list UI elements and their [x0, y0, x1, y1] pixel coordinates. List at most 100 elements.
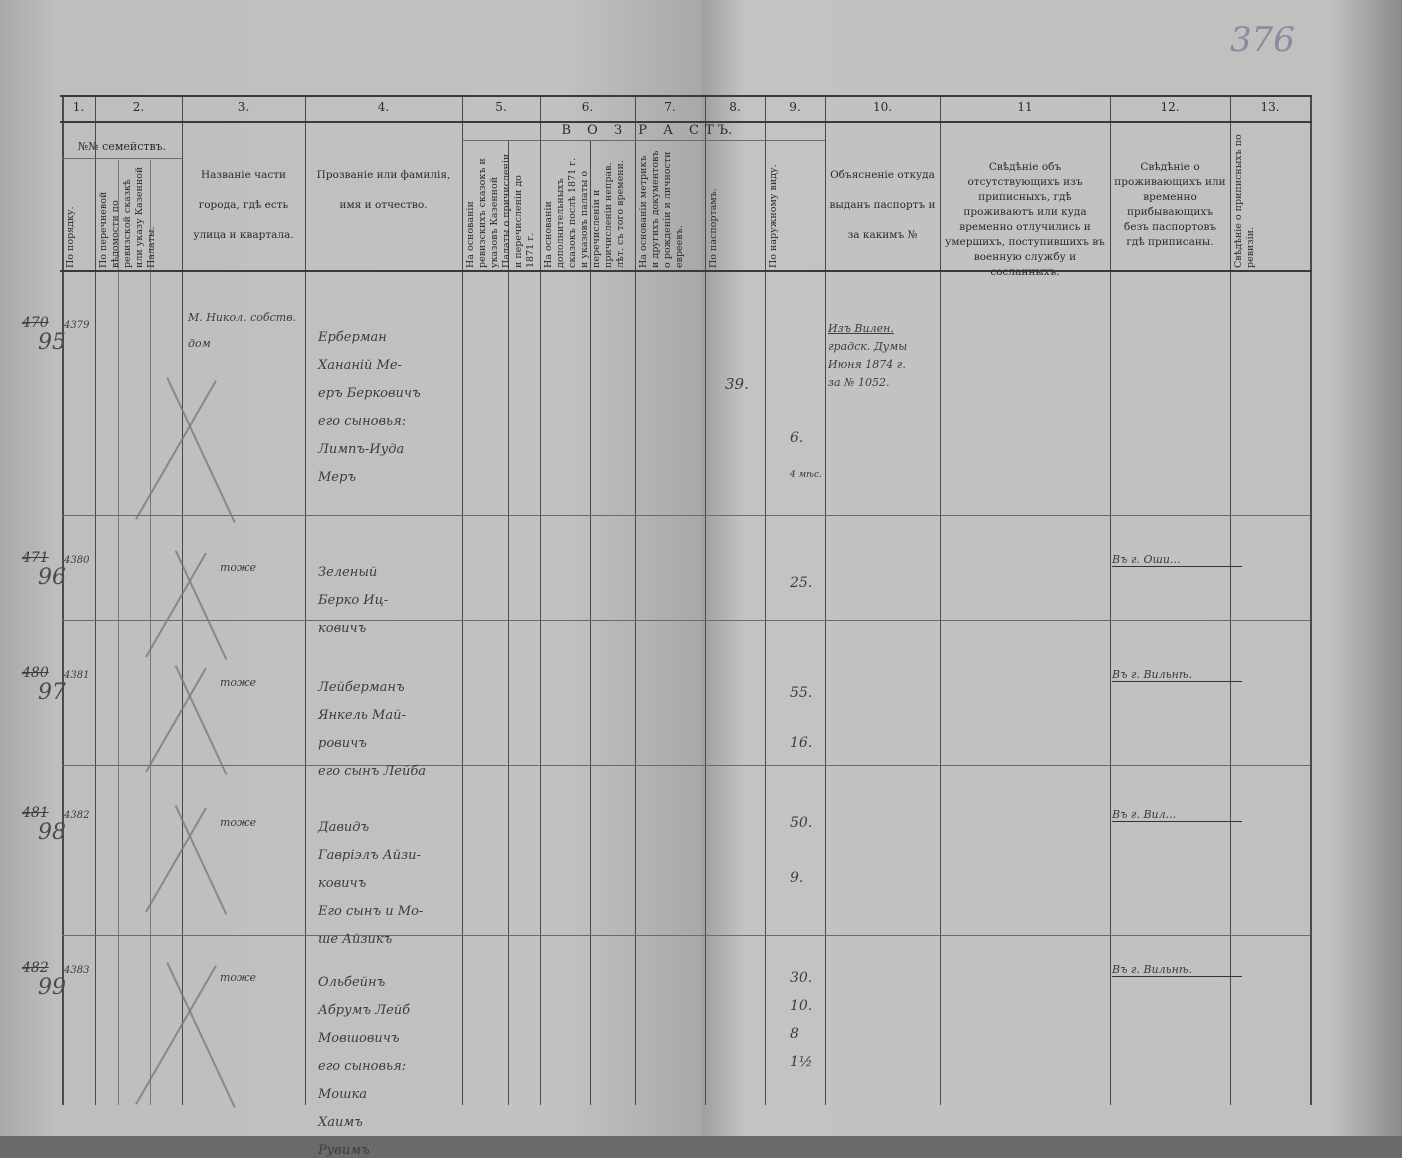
header-rule: [60, 121, 1312, 123]
age-appearance: 1½: [790, 1054, 813, 1070]
header-col7: На основаніи метрикъ и другихъ документо…: [638, 150, 685, 268]
header-col5: На основаніи ревизскихъ сказокъ и указов…: [465, 153, 536, 268]
residence-note: Въ г. Вильнѣ.: [1112, 668, 1242, 682]
age-group-label-end: Т Ъ.: [705, 123, 733, 138]
name-line: Давидъ: [318, 820, 370, 835]
header-col10: Объясненіе откуда выданъ паспортъ и за к…: [829, 169, 936, 241]
old-family-number: 470: [22, 315, 49, 331]
name-line: ковичъ: [318, 876, 367, 891]
column-number: 8.: [729, 100, 741, 114]
list-number: 4383: [64, 965, 90, 976]
name-line: ше Айзикъ: [318, 932, 393, 947]
district: М. Никол. собств. дом: [188, 311, 297, 350]
name-line: Меръ: [318, 470, 356, 485]
name-line: его сыновья:: [318, 1059, 407, 1074]
column-number: 7.: [664, 100, 676, 114]
name-line: Лимпъ-Иуда: [318, 442, 405, 457]
column-number: 1.: [72, 100, 85, 114]
passport-note: градск. Думы: [828, 340, 908, 353]
name-line: его сыновья:: [318, 414, 407, 429]
header-col11: Свѣдѣніе объ отсутствующихъ изъ приписны…: [945, 161, 1105, 278]
family-number: 99: [38, 975, 66, 1000]
age-appearance: 9.: [790, 870, 804, 886]
family-number: 97: [38, 680, 66, 705]
column-rule: [150, 160, 151, 1105]
age-appearance: 6.: [790, 430, 804, 446]
age-appearance: 8: [790, 1026, 799, 1042]
column-rule: [182, 160, 183, 1105]
column-number: 9.: [789, 100, 801, 114]
row-rule: [62, 765, 1310, 766]
age-appearance: 50.: [790, 815, 813, 831]
passport-note: Изъ Вилен.: [828, 322, 894, 335]
age-group-label: В О З Р А С: [561, 123, 705, 138]
header-col12: Свѣдѣніе о проживающихъ или временно при…: [1114, 161, 1226, 248]
age-passport: 39.: [725, 375, 749, 393]
column-rule: [118, 160, 119, 1105]
column-number: 13.: [1260, 100, 1280, 114]
families-group-rule: [62, 158, 182, 159]
column-rule: [825, 95, 826, 1105]
column-number: 11: [1017, 100, 1033, 114]
district: тоже: [220, 676, 257, 689]
age-appearance: 4 мѣс.: [790, 470, 822, 480]
name-line: Хананій Ме-: [318, 358, 402, 373]
column-number: 12.: [1160, 100, 1180, 114]
column-rule: [705, 95, 706, 1105]
passport-note: Июня 1874 г.: [828, 358, 906, 371]
age-group-rule: [462, 140, 825, 141]
column-rule: [940, 95, 941, 1105]
name-line: Мовшовичъ: [318, 1031, 400, 1046]
name-line: Гавріэлъ Айзи-: [318, 848, 421, 863]
header-col13: Свѣдѣніе о приписныхъ по ревизіи.: [1233, 134, 1256, 268]
column-rule: [62, 95, 64, 1105]
residence-note: Въ г. Оши...: [1112, 553, 1242, 567]
age-appearance: 10.: [790, 998, 813, 1014]
name-line: Берко Иц-: [318, 593, 389, 608]
column-number: 3.: [237, 100, 250, 114]
name-line: Ольбейнъ: [318, 975, 386, 990]
header-bottom-rule: [60, 270, 1312, 272]
list-number: 4379: [64, 320, 90, 331]
header-col8: По паспортамъ.: [708, 188, 719, 268]
column-rule: [1310, 95, 1312, 1105]
district: тоже: [220, 816, 257, 829]
old-family-number: 471: [22, 550, 49, 566]
column-rule: [305, 95, 306, 1105]
name-line: Янкель Май-: [318, 708, 406, 723]
page-number: 376: [1230, 20, 1295, 60]
list-number: 4382: [64, 810, 90, 821]
column-rule: [462, 95, 463, 1105]
family-number: 95: [38, 330, 66, 355]
row-rule: [62, 935, 1310, 936]
list-number: 4380: [64, 555, 90, 566]
family-number: 98: [38, 820, 66, 845]
header-col2: По перечневой вѣдомости по ревизской ска…: [98, 166, 157, 268]
age-appearance: 30.: [790, 970, 813, 986]
table-top-rule: [60, 95, 1312, 97]
age-appearance: 25.: [790, 575, 813, 591]
right-page: [702, 0, 1402, 1136]
old-family-number: 480: [22, 665, 49, 681]
district: тоже: [220, 971, 257, 984]
name-line: его сынъ Лейба: [318, 764, 427, 779]
residence-note: Въ г. Вил...: [1112, 808, 1242, 822]
name-line: Абрумъ Лейб: [318, 1003, 411, 1018]
name-line: Лейберманъ: [318, 680, 405, 695]
left-page: [0, 0, 702, 1136]
name-line: ровичъ: [318, 736, 367, 751]
header-col6: На основаніи дополнительныхъ сказокъ пос…: [543, 157, 626, 268]
header-col1: По порядку.: [65, 206, 76, 268]
column-rule: [590, 140, 591, 1105]
column-rule: [540, 95, 541, 1105]
column-number: 4.: [377, 100, 390, 114]
row-rule: [62, 620, 1310, 621]
old-family-number: 482: [22, 960, 49, 976]
row-rule: [62, 515, 1310, 516]
old-family-number: 481: [22, 805, 49, 821]
passport-note: за № 1052.: [828, 376, 890, 389]
family-number: 96: [38, 565, 66, 590]
name-line: Хаимъ: [318, 1115, 363, 1130]
column-number: 6.: [581, 100, 594, 114]
residence-note: Въ г. Вильнѣ.: [1112, 963, 1242, 977]
